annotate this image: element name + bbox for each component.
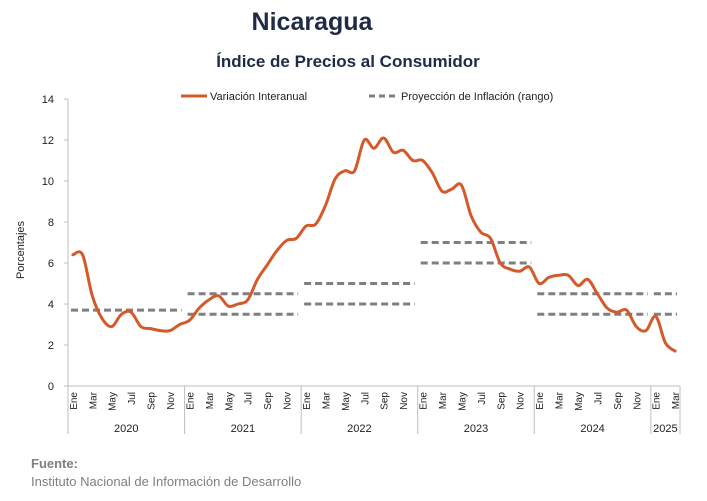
- y-tick-label: 2: [48, 340, 54, 352]
- chart-subtitle: Índice de Precios al Consumidor: [216, 52, 480, 71]
- y-tick-label: 10: [42, 176, 54, 188]
- y-tick-label: 12: [42, 135, 54, 147]
- year-label: 2025: [653, 423, 677, 435]
- x-tick-label: Sep: [613, 392, 624, 410]
- x-tick-label: Sep: [263, 392, 274, 410]
- x-tick-label: Sep: [380, 392, 391, 410]
- x-tick-label: Mar: [88, 391, 99, 409]
- x-tick-label: Jul: [244, 392, 255, 405]
- x-tick-label: Jul: [360, 392, 371, 405]
- x-tick-label: Nov: [516, 392, 527, 410]
- x-tick-label: May: [108, 392, 119, 411]
- axes: 0 2 4 6 8 10 12 14 Ene Mar May Jul Sep Nov 2020 Ene Mar M…: [42, 94, 682, 435]
- y-tick-label: 6: [48, 258, 54, 270]
- x-tick-label: May: [341, 392, 352, 411]
- x-tick-label: Mar: [438, 391, 449, 409]
- legend: Variación Interanual Proyección de Infla…: [181, 91, 553, 103]
- x-tick-label: Nov: [166, 392, 177, 410]
- x-tick-label: Nov: [632, 392, 643, 410]
- y-tick-label: 4: [48, 299, 54, 311]
- x-tick-label: Ene: [302, 392, 313, 410]
- x-tick-label: Ene: [535, 392, 546, 410]
- x-tick-label: Jul: [127, 392, 138, 405]
- x-tick-label: Sep: [147, 392, 158, 410]
- x-tick-label: May: [457, 392, 468, 411]
- x-tick-label: Ene: [652, 392, 663, 410]
- x-tick-label: May: [224, 392, 235, 411]
- x-tick-label: Ene: [69, 392, 80, 410]
- x-tick-label: Mar: [321, 391, 332, 409]
- series-line-variacion-interanual: [71, 136, 677, 353]
- year-label: 2022: [347, 423, 371, 435]
- y-axis-label: Porcentajes: [15, 220, 27, 279]
- source-heading: Fuente:: [31, 456, 78, 471]
- x-tick-label: Mar: [671, 391, 682, 409]
- x-tick-label: Nov: [399, 392, 410, 410]
- year-label: 2020: [114, 423, 138, 435]
- year-label: 2021: [231, 423, 255, 435]
- y-tick-label: 8: [48, 217, 54, 229]
- x-tick-label: Ene: [419, 392, 430, 410]
- x-tick-label: Nov: [283, 392, 294, 410]
- legend-label-variacion: Variación Interanual: [210, 91, 307, 103]
- y-tick-label: 14: [42, 94, 54, 106]
- y-tick-label: 0: [48, 381, 54, 393]
- x-tick-label: Sep: [496, 392, 507, 410]
- x-tick-label: May: [574, 392, 585, 411]
- x-tick-label: Jul: [477, 392, 488, 405]
- x-tick-label: Mar: [555, 391, 566, 409]
- x-tick-label: Jul: [593, 392, 604, 405]
- year-label: 2024: [580, 423, 604, 435]
- year-label: 2023: [464, 423, 488, 435]
- x-tick-label: Mar: [205, 391, 216, 409]
- legend-label-proyeccion: Proyección de Inflación (rango): [401, 91, 553, 103]
- chart-title: Nicaragua: [251, 8, 373, 36]
- x-tick-label: Ene: [185, 392, 196, 410]
- source-text: Instituto Nacional de Información de Des…: [31, 474, 302, 489]
